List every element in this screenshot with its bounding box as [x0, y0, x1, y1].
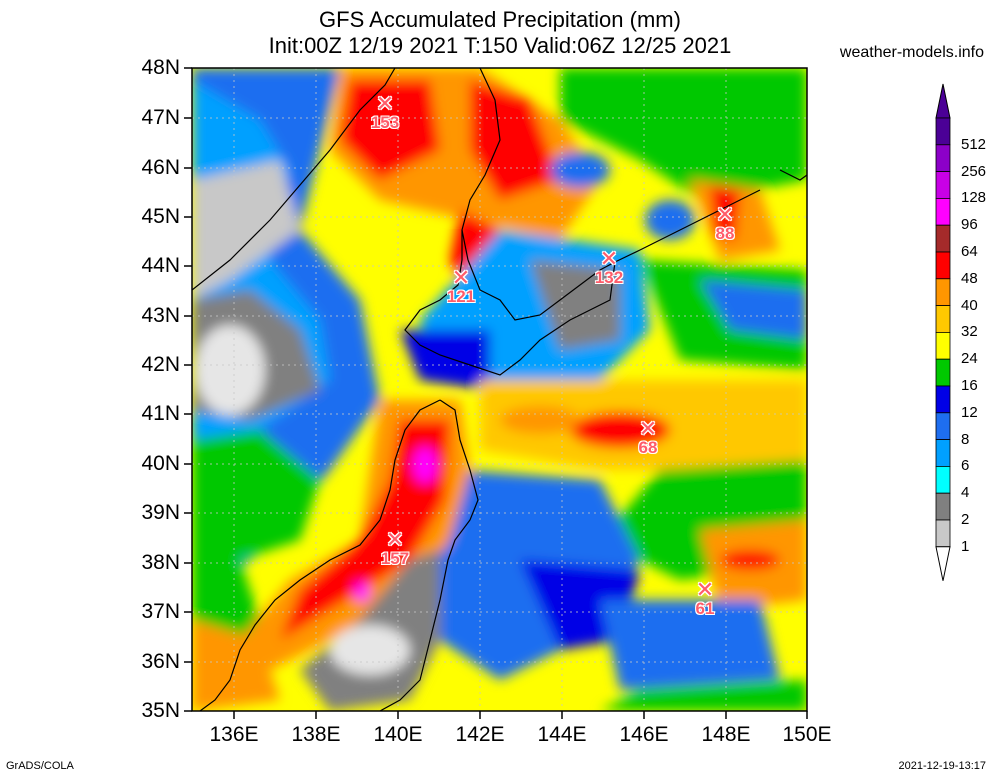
- coastlines: [192, 68, 807, 711]
- max-marker-value: 132: [594, 268, 624, 287]
- precipitation-field: [192, 68, 807, 711]
- lat-label: 47N: [141, 106, 180, 129]
- max-marker-value: 153: [370, 113, 400, 132]
- max-marker: ✕ 121: [431, 265, 491, 306]
- max-marker-value: 88: [715, 224, 735, 243]
- max-marker: ✕ 68: [618, 416, 678, 457]
- lon-label: 138E: [291, 723, 341, 746]
- colorbar-label: 24: [961, 350, 978, 368]
- colorbar-swatch: [935, 117, 951, 146]
- colorbar-label: 512: [961, 135, 987, 153]
- lat-label: 39N: [141, 501, 180, 524]
- colorbar-label: 48: [961, 269, 978, 287]
- lat-label: 38N: [141, 551, 180, 574]
- cross-icon: ✕: [451, 265, 471, 290]
- lat-label: 44N: [141, 254, 180, 277]
- lon-label: 150E: [782, 723, 832, 746]
- lat-label: 45N: [141, 205, 180, 228]
- max-marker: ✕ 153: [355, 91, 415, 132]
- colorbar-label: 256: [961, 162, 987, 180]
- colorbar-label: 8: [961, 430, 970, 448]
- colorbar-swatch: [935, 358, 951, 387]
- map-title: GFS Accumulated Precipitation (mm): [319, 7, 681, 32]
- colorbar-label: 64: [961, 243, 978, 260]
- lat-label: 35N: [141, 699, 180, 722]
- lat-label: 40N: [141, 452, 180, 475]
- graticule: [192, 68, 807, 711]
- colorbar-label: 16: [961, 377, 978, 394]
- plot-frame: [191, 67, 808, 712]
- lat-label: 43N: [141, 304, 180, 327]
- colorbar-label: 32: [961, 323, 978, 341]
- colorbar-swatch: [935, 144, 951, 173]
- colorbar-swatch: [935, 278, 951, 306]
- lat-label: 42N: [141, 353, 180, 376]
- lon-label: 146E: [619, 723, 669, 746]
- colorbar-swatch: [935, 171, 951, 199]
- colorbar-swatch: [935, 385, 951, 414]
- colorbar-label: 6: [961, 457, 970, 475]
- lon-label: 142E: [455, 723, 505, 746]
- lon-label: 148E: [701, 723, 751, 746]
- map-subtitle: Init:00Z 12/19 2021 T:150 Valid:06Z 12/2…: [268, 33, 732, 58]
- colorbar-label: 1: [961, 537, 970, 555]
- cross-icon: ✕: [715, 202, 735, 227]
- colorbar-swatch: [935, 305, 951, 333]
- colorbar-swatch: [935, 465, 951, 494]
- colorbar-label: 40: [961, 296, 978, 314]
- ticks: [184, 67, 808, 719]
- max-marker: ✕ 157: [365, 527, 425, 568]
- colorbar-swatch: [935, 492, 951, 521]
- colorbar-label: 2: [961, 511, 970, 528]
- footer-credit: GrADS/COLA: [6, 760, 74, 772]
- colorbar-top-arrow: [935, 83, 951, 119]
- max-marker-value: 157: [380, 549, 410, 568]
- colorbar-label: 12: [961, 403, 978, 421]
- max-marker-value: 121: [446, 287, 476, 306]
- lat-label: 48N: [141, 56, 180, 79]
- lat-label: 37N: [141, 600, 180, 623]
- cross-icon: ✕: [695, 577, 715, 602]
- cross-icon: ✕: [638, 416, 658, 441]
- colorbar-label: 4: [961, 484, 970, 502]
- lat-label: 36N: [141, 650, 180, 673]
- lat-label: 41N: [141, 402, 180, 425]
- colorbar-swatch: [935, 331, 951, 360]
- colorbar-swatch: [935, 439, 951, 467]
- colorbar-swatch: [935, 412, 951, 440]
- max-marker-value: 61: [695, 599, 715, 618]
- colorbar-bottom-arrow: [935, 546, 951, 581]
- cross-icon: ✕: [599, 246, 619, 271]
- max-marker: ✕ 61: [675, 577, 735, 618]
- max-marker: ✕ 88: [695, 202, 755, 243]
- site-label: weather-models.info: [839, 44, 984, 61]
- cross-icon: ✕: [385, 527, 405, 552]
- colorbar-swatch: [935, 224, 951, 253]
- lon-label: 144E: [537, 723, 587, 746]
- cross-icon: ✕: [375, 91, 395, 116]
- footer-timestamp: 2021-12-19-13:17: [898, 760, 986, 772]
- colorbar: [935, 83, 951, 581]
- lat-label: 46N: [141, 156, 180, 179]
- colorbar-label: 96: [961, 216, 978, 234]
- lon-label: 140E: [373, 723, 423, 746]
- lon-label: 136E: [209, 723, 259, 746]
- colorbar-swatch: [935, 197, 951, 226]
- colorbar-label: 128: [961, 189, 987, 207]
- max-marker: ✕ 132: [579, 246, 639, 287]
- colorbar-swatch: [935, 519, 951, 548]
- colorbar-swatch: [935, 251, 951, 280]
- max-marker-value: 68: [638, 438, 658, 457]
